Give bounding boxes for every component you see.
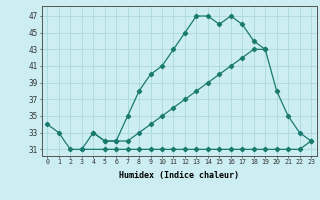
X-axis label: Humidex (Indice chaleur): Humidex (Indice chaleur): [119, 171, 239, 180]
